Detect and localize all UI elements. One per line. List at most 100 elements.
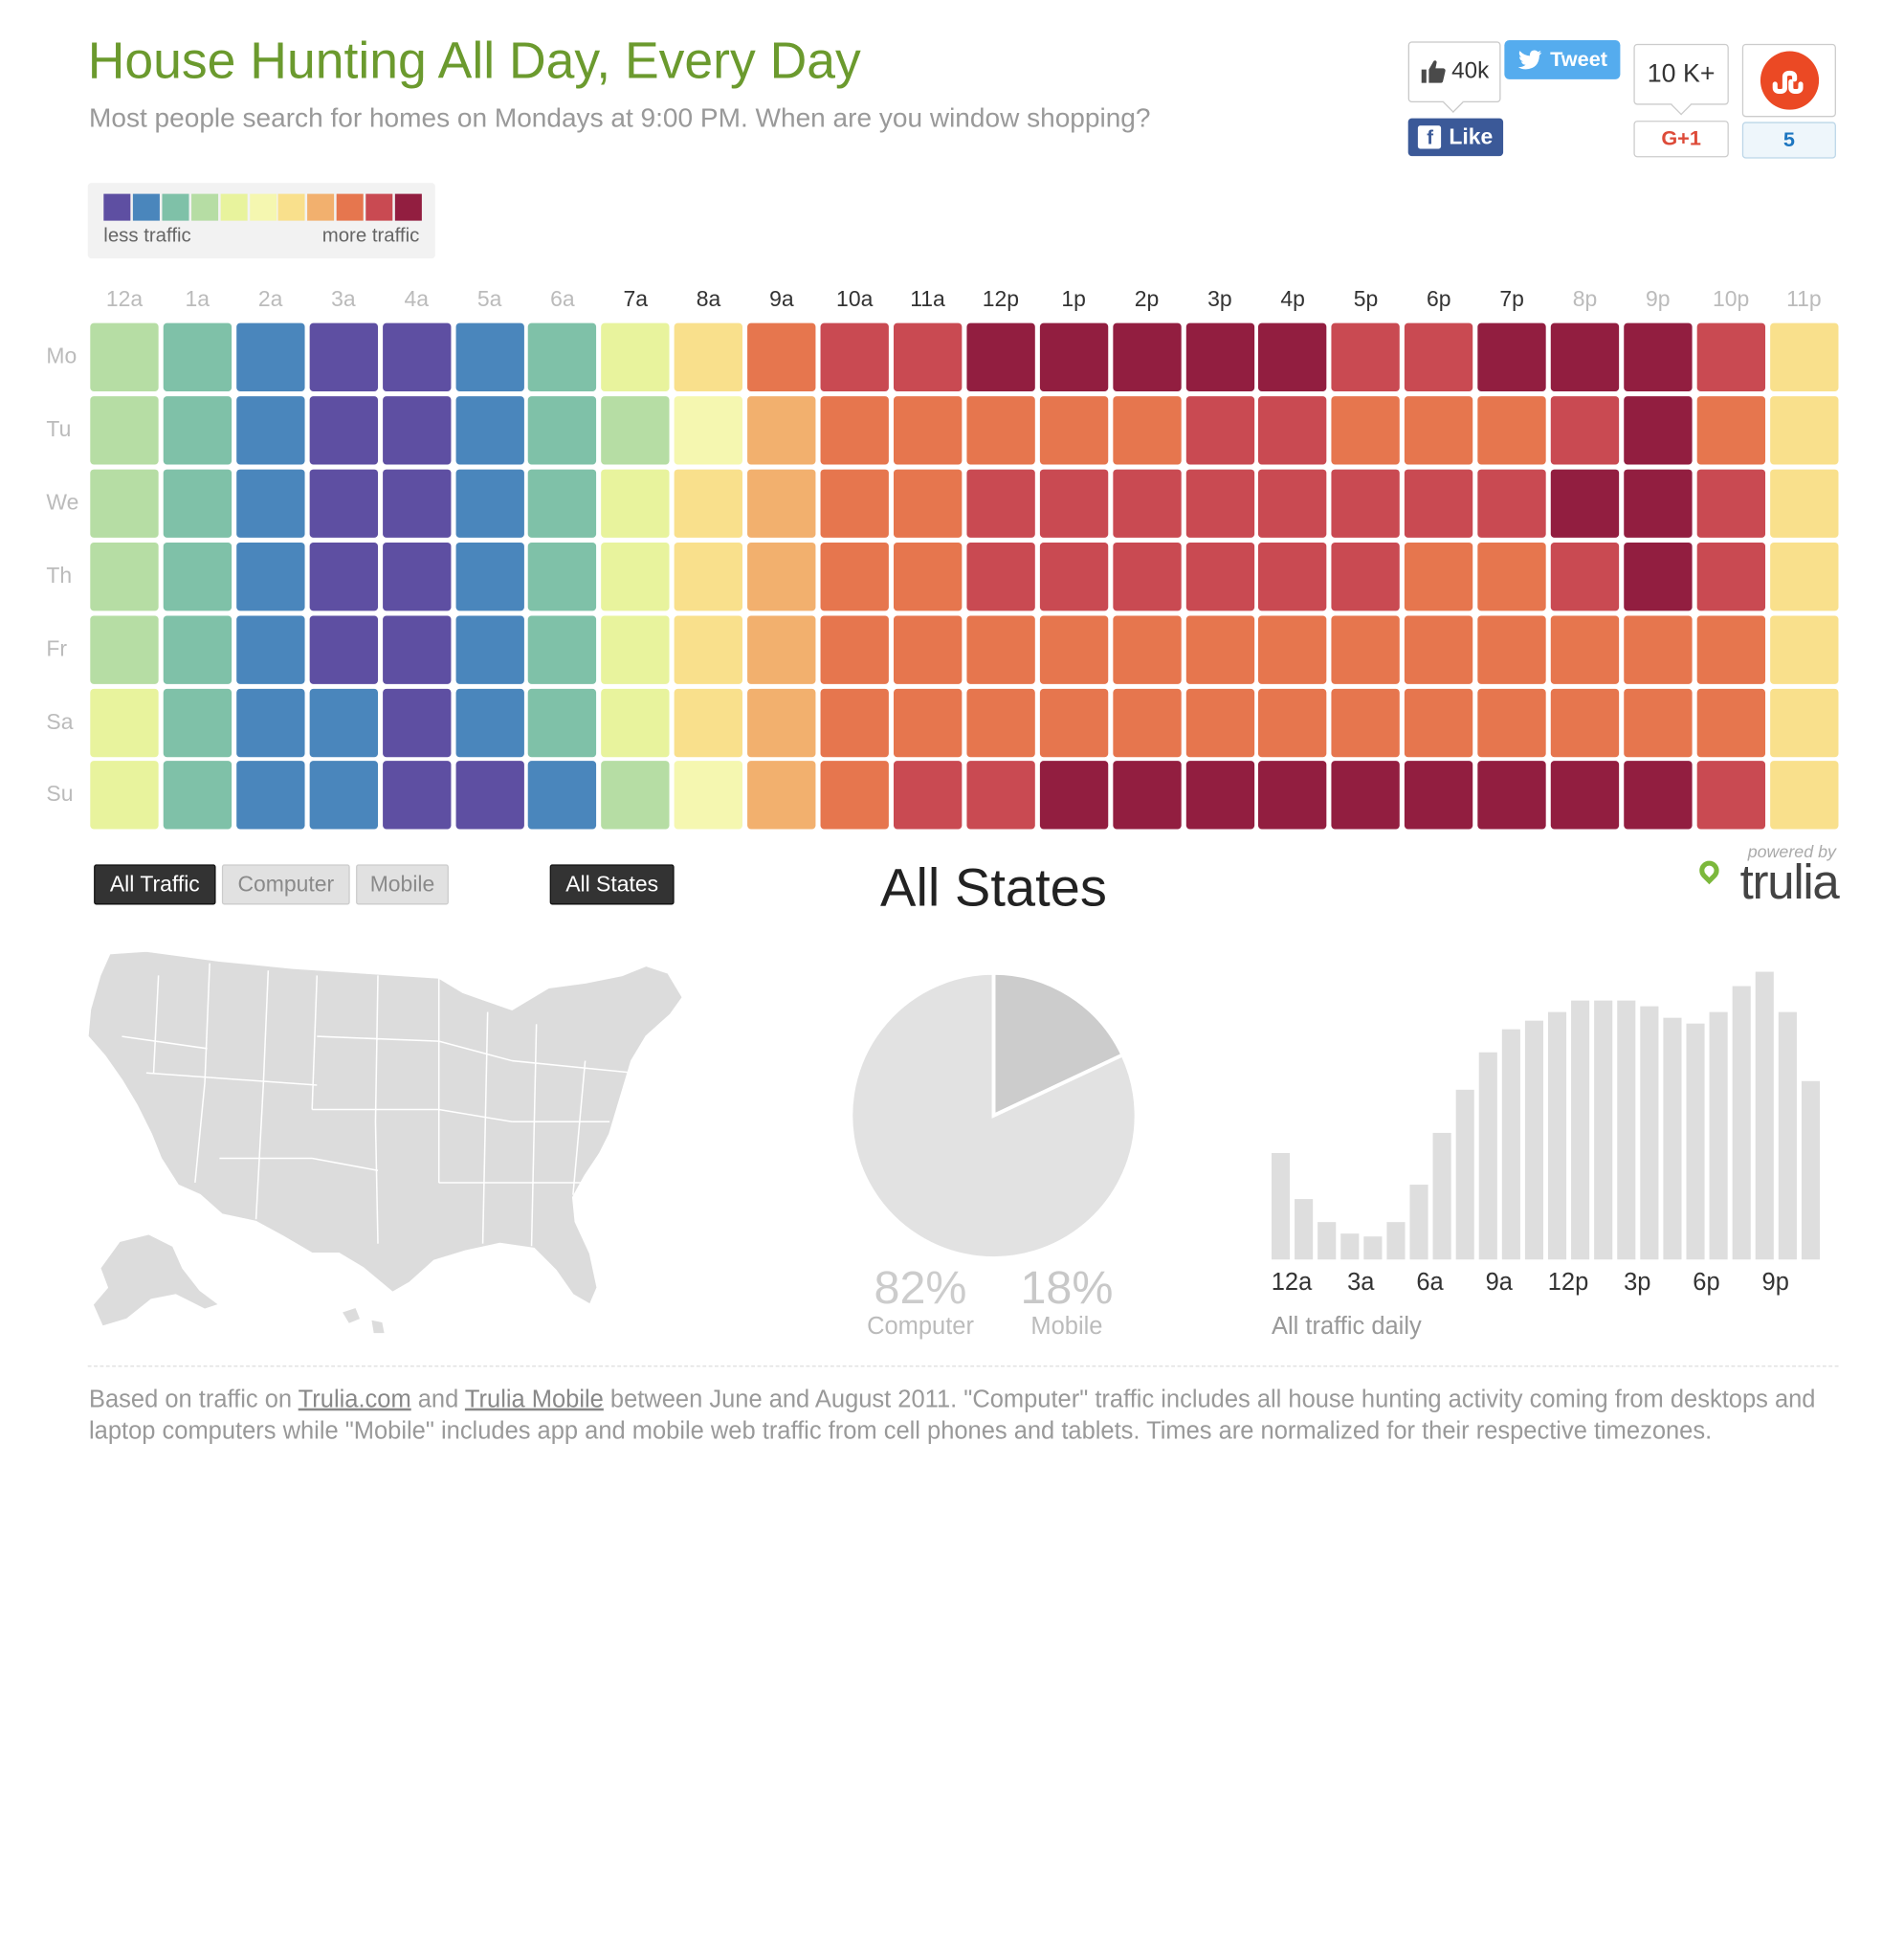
heatmap-cell[interactable] <box>1696 542 1765 610</box>
heatmap-cell[interactable] <box>1039 322 1108 392</box>
heatmap-cell[interactable] <box>1039 761 1108 830</box>
heatmap-cell[interactable] <box>309 761 378 830</box>
heatmap-cell[interactable] <box>235 469 305 538</box>
heatmap-cell[interactable] <box>747 542 816 610</box>
heatmap-cell[interactable] <box>382 688 451 757</box>
heatmap-cell[interactable] <box>966 395 1035 465</box>
heatmap-cell[interactable] <box>1477 395 1546 465</box>
heatmap-cell[interactable] <box>528 614 597 684</box>
heatmap-cell[interactable] <box>1112 395 1182 465</box>
heatmap-cell[interactable] <box>528 688 597 757</box>
heatmap-cell[interactable] <box>893 688 963 757</box>
heatmap-cell[interactable] <box>820 688 889 757</box>
heatmap-cell[interactable] <box>1112 322 1182 392</box>
heatmap-cell[interactable] <box>1331 542 1401 610</box>
heatmap-cell[interactable] <box>90 688 159 757</box>
us-state-map[interactable] <box>73 939 695 1341</box>
heatmap-cell[interactable] <box>1769 395 1839 465</box>
heatmap-cell[interactable] <box>1331 761 1401 830</box>
heatmap-cell[interactable] <box>674 761 743 830</box>
heatmap-cell[interactable] <box>528 542 597 610</box>
heatmap-cell[interactable] <box>1185 688 1254 757</box>
heatmap-cell[interactable] <box>1258 322 1327 392</box>
heatmap-cell[interactable] <box>601 761 670 830</box>
heatmap-cell[interactable] <box>528 395 597 465</box>
heatmap-cell[interactable] <box>966 542 1035 610</box>
heatmap-cell[interactable] <box>1112 761 1182 830</box>
heatmap-cell[interactable] <box>163 395 232 465</box>
heatmap-cell[interactable] <box>1477 688 1546 757</box>
trulia-mobile-link[interactable]: Trulia Mobile <box>464 1386 604 1413</box>
heatmap-cell[interactable] <box>528 469 597 538</box>
stumbleupon-button[interactable] <box>1741 43 1836 118</box>
computer-button[interactable]: Computer <box>221 864 350 905</box>
heatmap-cell[interactable] <box>1331 614 1401 684</box>
heatmap-cell[interactable] <box>235 614 305 684</box>
heatmap-cell[interactable] <box>235 322 305 392</box>
heatmap-cell[interactable] <box>1477 542 1546 610</box>
heatmap-cell[interactable] <box>1405 395 1473 465</box>
heatmap-cell[interactable] <box>163 469 232 538</box>
heatmap-cell[interactable] <box>674 395 743 465</box>
heatmap-cell[interactable] <box>1477 322 1546 392</box>
heatmap-cell[interactable] <box>1039 395 1108 465</box>
heatmap-cell[interactable] <box>235 688 305 757</box>
heatmap-cell[interactable] <box>601 542 670 610</box>
heatmap-cell[interactable] <box>90 395 159 465</box>
heatmap-cell[interactable] <box>382 761 451 830</box>
heatmap-cell[interactable] <box>309 614 378 684</box>
heatmap-cell[interactable] <box>163 761 232 830</box>
heatmap-cell[interactable] <box>1624 542 1693 610</box>
map-alaska[interactable] <box>91 1232 221 1328</box>
heatmap-cell[interactable] <box>747 469 816 538</box>
heatmap-cell[interactable] <box>893 469 963 538</box>
heatmap-cell[interactable] <box>382 469 451 538</box>
heatmap-cell[interactable] <box>601 469 670 538</box>
heatmap-cell[interactable] <box>601 322 670 392</box>
heatmap-cell[interactable] <box>674 322 743 392</box>
heatmap-cell[interactable] <box>235 395 305 465</box>
heatmap-cell[interactable] <box>1039 614 1108 684</box>
heatmap-cell[interactable] <box>163 322 232 392</box>
heatmap-cell[interactable] <box>747 614 816 684</box>
heatmap-cell[interactable] <box>1624 469 1693 538</box>
heatmap-cell[interactable] <box>1258 542 1327 610</box>
map-contiguous-us[interactable] <box>86 949 684 1306</box>
heatmap-cell[interactable] <box>1550 322 1620 392</box>
heatmap-cell[interactable] <box>90 614 159 684</box>
heatmap-cell[interactable] <box>1624 614 1693 684</box>
heatmap-cell[interactable] <box>1405 614 1473 684</box>
heatmap-cell[interactable] <box>1331 322 1401 392</box>
google-plus-button[interactable]: G+1 <box>1633 121 1729 158</box>
heatmap-cell[interactable] <box>601 614 670 684</box>
heatmap-cell[interactable] <box>1185 395 1254 465</box>
heatmap-cell[interactable] <box>382 322 451 392</box>
heatmap-cell[interactable] <box>309 322 378 392</box>
heatmap-cell[interactable] <box>1550 614 1620 684</box>
heatmap-cell[interactable] <box>674 469 743 538</box>
heatmap-cell[interactable] <box>1185 614 1254 684</box>
heatmap-cell[interactable] <box>90 469 159 538</box>
heatmap-cell[interactable] <box>747 761 816 830</box>
heatmap-cell[interactable] <box>601 395 670 465</box>
heatmap-cell[interactable] <box>1405 469 1473 538</box>
heatmap-cell[interactable] <box>1185 469 1254 538</box>
heatmap-cell[interactable] <box>454 688 524 757</box>
heatmap-cell[interactable] <box>1624 322 1693 392</box>
heatmap-cell[interactable] <box>966 688 1035 757</box>
heatmap-cell[interactable] <box>163 542 232 610</box>
heatmap-cell[interactable] <box>747 688 816 757</box>
heatmap-cell[interactable] <box>163 688 232 757</box>
heatmap-cell[interactable] <box>820 395 889 465</box>
heatmap-cell[interactable] <box>454 542 524 610</box>
heatmap-cell[interactable] <box>893 322 963 392</box>
heatmap-cell[interactable] <box>1550 542 1620 610</box>
mobile-button[interactable]: Mobile <box>356 864 449 905</box>
heatmap-cell[interactable] <box>1258 469 1327 538</box>
heatmap-cell[interactable] <box>1769 322 1839 392</box>
heatmap-cell[interactable] <box>454 395 524 465</box>
heatmap-cell[interactable] <box>1112 469 1182 538</box>
heatmap-cell[interactable] <box>1550 688 1620 757</box>
heatmap-cell[interactable] <box>674 688 743 757</box>
heatmap-cell[interactable] <box>235 542 305 610</box>
